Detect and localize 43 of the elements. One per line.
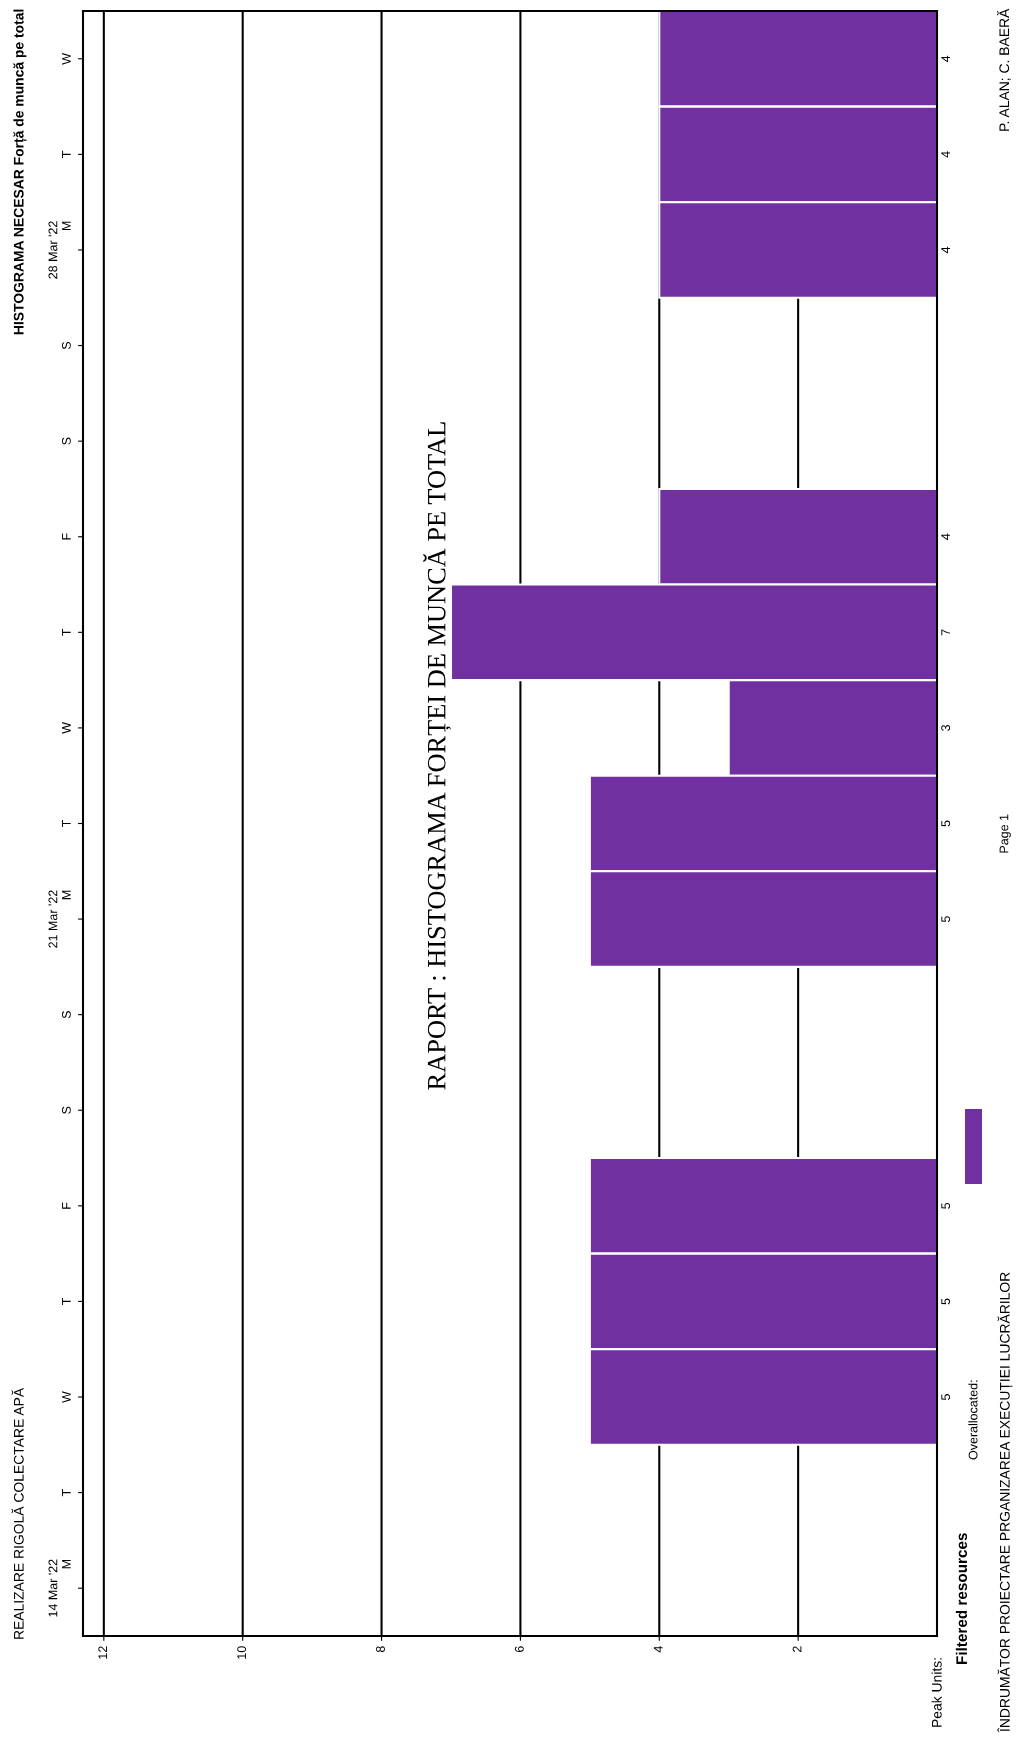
x-tick-label: 2 [792, 1646, 802, 1653]
x-tick-label: 4 [653, 1646, 663, 1653]
y-tick-label: W [62, 1391, 71, 1403]
data-label: 7 [941, 629, 950, 636]
data-label: 5 [941, 1202, 951, 1209]
text: ÎNDRUMĂTOR PROIECTARE PRGANIZAREA EXECUȚIEI LUCRĂRILOR [997, 1272, 1013, 1733]
data-label: 4 [941, 151, 950, 158]
x-tick-label: 8 [376, 1646, 385, 1653]
y-tick-label: F [62, 533, 71, 540]
text: HISTOGRAMA NECESAR Forță de muncă pe total [13, 9, 27, 335]
text: P. ALAN; C. BAERĂ [996, 8, 1011, 131]
y-tick-label: T [62, 1297, 71, 1305]
data-label: 5 [941, 916, 951, 923]
y-tick-label: 28 Mar '22 M [48, 221, 71, 279]
legend-title: Filtered resources [955, 1533, 968, 1664]
data-label: 3 [941, 724, 951, 731]
data-label: 4 [941, 246, 950, 254]
y-tick-label: F [62, 1202, 71, 1209]
y-tick-label: S [61, 1106, 71, 1114]
y-tick-label: T [62, 1489, 71, 1497]
x-tick-label: 6 [514, 1646, 524, 1653]
text: Page 1 [999, 814, 1011, 853]
y-tick-label: S [61, 341, 71, 350]
x-tick-label: 10 [237, 1646, 247, 1659]
text: Peak Units: [931, 1658, 942, 1727]
y-tick-label: S [61, 437, 71, 445]
y-tick-label: S [61, 1011, 71, 1019]
data-label: 5 [941, 1298, 951, 1305]
data-label: 4 [941, 533, 950, 540]
text: REALIZARE RIGOLĂ COLECTARE APĂ [11, 1387, 24, 1639]
data-label: 5 [941, 820, 951, 827]
annotation: RAPORT : HISTOGRAMA FORȚEI DE MUNCĂ PE TOTAL [423, 422, 451, 1090]
y-tick-label: 21 Mar '22 M [48, 890, 71, 948]
y-tick-label: 14 Mar '22 M [48, 1559, 71, 1617]
data-label: 4 [941, 55, 950, 62]
y-tick-label: T [62, 150, 71, 158]
x-tick-label: 12 [98, 1646, 108, 1659]
y-tick-label: W [62, 722, 71, 734]
y-tick-label: W [62, 52, 71, 65]
y-tick-label: T [62, 628, 71, 636]
text: Overallocated: [968, 1380, 978, 1460]
y-tick-label: T [62, 819, 71, 828]
data-label: 5 [941, 1394, 951, 1401]
